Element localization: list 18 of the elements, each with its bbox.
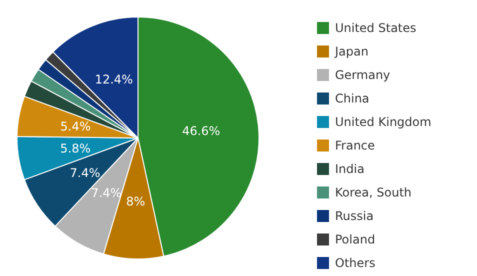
- legend-label: France: [335, 138, 375, 152]
- data-label: 5.8%: [60, 142, 91, 156]
- legend-label: China: [335, 92, 370, 106]
- data-label: 46.6%: [182, 124, 220, 138]
- legend-label: Germany: [335, 68, 390, 82]
- legend-label: United States: [335, 21, 416, 35]
- legend-label: Others: [335, 256, 376, 270]
- legend-label: Korea, South: [335, 186, 412, 200]
- legend-label: India: [335, 162, 364, 176]
- data-label: 5.4%: [60, 119, 91, 134]
- legend-label: Japan: [334, 44, 368, 58]
- legend-label: Russia: [335, 209, 374, 223]
- data-label: 8%: [126, 194, 146, 208]
- legend-label: United Kingdom: [335, 115, 432, 129]
- data-label: 7.4%: [70, 166, 100, 180]
- data-label: 7.4%: [91, 186, 122, 200]
- data-label: 12.4%: [94, 72, 133, 86]
- legend-label: Poland: [335, 232, 376, 246]
